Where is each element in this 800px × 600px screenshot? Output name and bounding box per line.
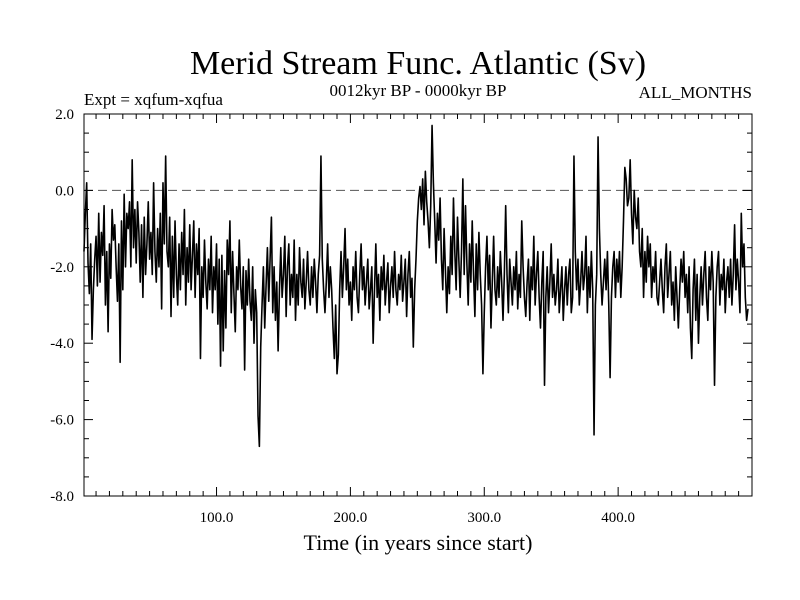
y-tick-label: -2.0 bbox=[50, 260, 74, 276]
x-tick-label: 100.0 bbox=[200, 510, 234, 526]
x-tick-label: 300.0 bbox=[467, 510, 501, 526]
series-line-xqfum-xqfua bbox=[83, 124, 749, 448]
plot-frame bbox=[83, 113, 753, 497]
y-tick-label: -4.0 bbox=[50, 336, 74, 352]
y-tick-label: -6.0 bbox=[50, 413, 74, 429]
subtitle-period: 0012kyr BP - 0000kyr BP bbox=[330, 81, 507, 100]
y-tick-label: -8.0 bbox=[50, 489, 74, 505]
x-axis-label: Time (in years since start) bbox=[304, 530, 533, 555]
y-tick-label: 2.0 bbox=[55, 107, 74, 123]
plot-area: -8.0 -6.0 -4.0 -2.0 0.0 2.0 100.0 200.0 300.0 400… bbox=[50, 107, 753, 526]
x-tick-label: 400.0 bbox=[601, 510, 635, 526]
subtitle-experiment: Expt = xqfum-xqfua bbox=[84, 90, 223, 109]
y-tick-label: 0.0 bbox=[55, 183, 74, 199]
x-tick-label: 200.0 bbox=[334, 510, 368, 526]
chart-title: Merid Stream Func. Atlantic (Sv) bbox=[190, 45, 646, 82]
subtitle-months: ALL_MONTHS bbox=[639, 83, 752, 102]
